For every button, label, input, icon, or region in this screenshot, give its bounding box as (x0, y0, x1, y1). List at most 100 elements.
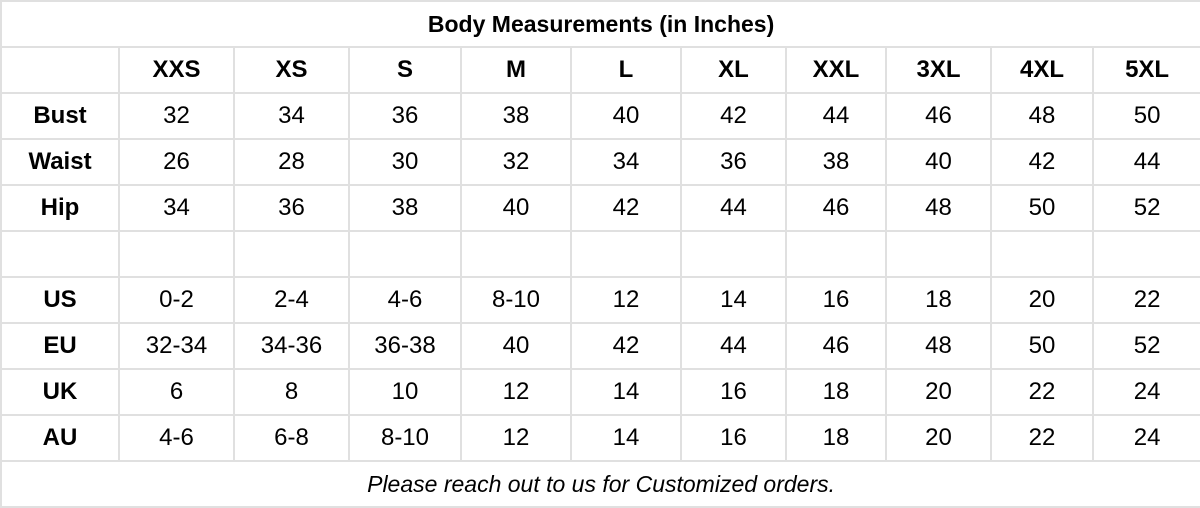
row-label: Waist (0, 138, 120, 186)
row-label: Bust (0, 92, 120, 140)
table-cell: 38 (785, 138, 887, 186)
table-cell: 18 (785, 368, 887, 416)
table-cell: 16 (680, 368, 787, 416)
table-cell: 8 (233, 368, 350, 416)
size-header: L (570, 46, 682, 94)
size-header: XXL (785, 46, 887, 94)
empty-cell (570, 230, 682, 278)
table-cell: 40 (885, 138, 992, 186)
table-cell: 24 (1091, 368, 1200, 416)
row-label: UK (0, 368, 120, 416)
table-cell: 22 (990, 414, 1094, 462)
empty-cell (233, 230, 350, 278)
table-cell: 42 (570, 184, 682, 232)
table-cell: 6 (118, 368, 235, 416)
table-cell: 36-38 (348, 322, 462, 370)
table-cell: 40 (460, 184, 572, 232)
table-cell: 36 (233, 184, 350, 232)
table-cell: 50 (990, 184, 1094, 232)
empty-cell (348, 230, 462, 278)
table-cell: 4-6 (348, 276, 462, 324)
table-cell: 8-10 (348, 414, 462, 462)
empty-cell (990, 230, 1094, 278)
table-row: UK 6 8 10 12 14 16 18 20 22 24 (0, 368, 1200, 416)
table-cell: 12 (570, 276, 682, 324)
empty-cell (118, 230, 235, 278)
table-cell: 16 (680, 414, 787, 462)
table-cell: 32 (118, 92, 235, 140)
table-cell: 38 (460, 92, 572, 140)
table-cell: 14 (570, 368, 682, 416)
table-cell: 50 (1091, 92, 1200, 140)
size-header: 5XL (1091, 46, 1200, 94)
table-cell: 46 (885, 92, 992, 140)
table-row: US 0-2 2-4 4-6 8-10 12 14 16 18 20 22 (0, 276, 1200, 324)
size-header: 4XL (990, 46, 1094, 94)
table-cell: 4-6 (118, 414, 235, 462)
table-cell: 18 (785, 414, 887, 462)
table-cell: 42 (570, 322, 682, 370)
table-cell: 44 (1091, 138, 1200, 186)
table-cell: 30 (348, 138, 462, 186)
size-header: S (348, 46, 462, 94)
table-cell: 44 (680, 322, 787, 370)
table-cell: 24 (1091, 414, 1200, 462)
size-header: XL (680, 46, 787, 94)
table-cell: 20 (990, 276, 1094, 324)
footer-note: Please reach out to us for Customized or… (0, 460, 1200, 508)
size-header: M (460, 46, 572, 94)
empty-cell (785, 230, 887, 278)
header-row: XXS XS S M L XL XXL 3XL 4XL 5XL (0, 46, 1200, 94)
table-cell: 44 (680, 184, 787, 232)
table-cell: 46 (785, 184, 887, 232)
size-header: XS (233, 46, 350, 94)
table-cell: 28 (233, 138, 350, 186)
table-cell: 14 (680, 276, 787, 324)
table-cell: 34 (233, 92, 350, 140)
table-cell: 38 (348, 184, 462, 232)
table-cell: 52 (1091, 322, 1200, 370)
row-label: Hip (0, 184, 120, 232)
table-cell: 18 (885, 276, 992, 324)
table-cell: 36 (680, 138, 787, 186)
table-cell: 36 (348, 92, 462, 140)
empty-cell (0, 230, 120, 278)
table-cell: 50 (990, 322, 1094, 370)
table-cell: 10 (348, 368, 462, 416)
table-row: Waist 26 28 30 32 34 36 38 40 42 44 (0, 138, 1200, 186)
table-cell: 12 (460, 368, 572, 416)
table-cell: 16 (785, 276, 887, 324)
table-row: Bust 32 34 36 38 40 42 44 46 48 50 (0, 92, 1200, 140)
table-cell: 52 (1091, 184, 1200, 232)
table-cell: 14 (570, 414, 682, 462)
table-cell: 0-2 (118, 276, 235, 324)
table-row: Hip 34 36 38 40 42 44 46 48 50 52 (0, 184, 1200, 232)
table-cell: 2-4 (233, 276, 350, 324)
table-cell: 34 (570, 138, 682, 186)
empty-cell (460, 230, 572, 278)
table-cell: 48 (885, 184, 992, 232)
table-cell: 46 (785, 322, 887, 370)
size-header: XXS (118, 46, 235, 94)
table-cell: 34 (118, 184, 235, 232)
table-cell: 34-36 (233, 322, 350, 370)
corner-cell (0, 46, 120, 94)
table-cell: 20 (885, 368, 992, 416)
table-cell: 32-34 (118, 322, 235, 370)
row-label: US (0, 276, 120, 324)
footer-row: Please reach out to us for Customized or… (0, 460, 1200, 508)
table-row: EU 32-34 34-36 36-38 40 42 44 46 48 50 52 (0, 322, 1200, 370)
size-header: 3XL (885, 46, 992, 94)
empty-cell (680, 230, 787, 278)
table-cell: 48 (885, 322, 992, 370)
spacer-row (0, 230, 1200, 278)
table-cell: 40 (460, 322, 572, 370)
row-label: AU (0, 414, 120, 462)
table-cell: 40 (570, 92, 682, 140)
empty-cell (885, 230, 992, 278)
table-cell: 48 (990, 92, 1094, 140)
table-title: Body Measurements (in Inches) (0, 0, 1200, 48)
table-row: AU 4-6 6-8 8-10 12 14 16 18 20 22 24 (0, 414, 1200, 462)
table-cell: 26 (118, 138, 235, 186)
table-cell: 42 (990, 138, 1094, 186)
